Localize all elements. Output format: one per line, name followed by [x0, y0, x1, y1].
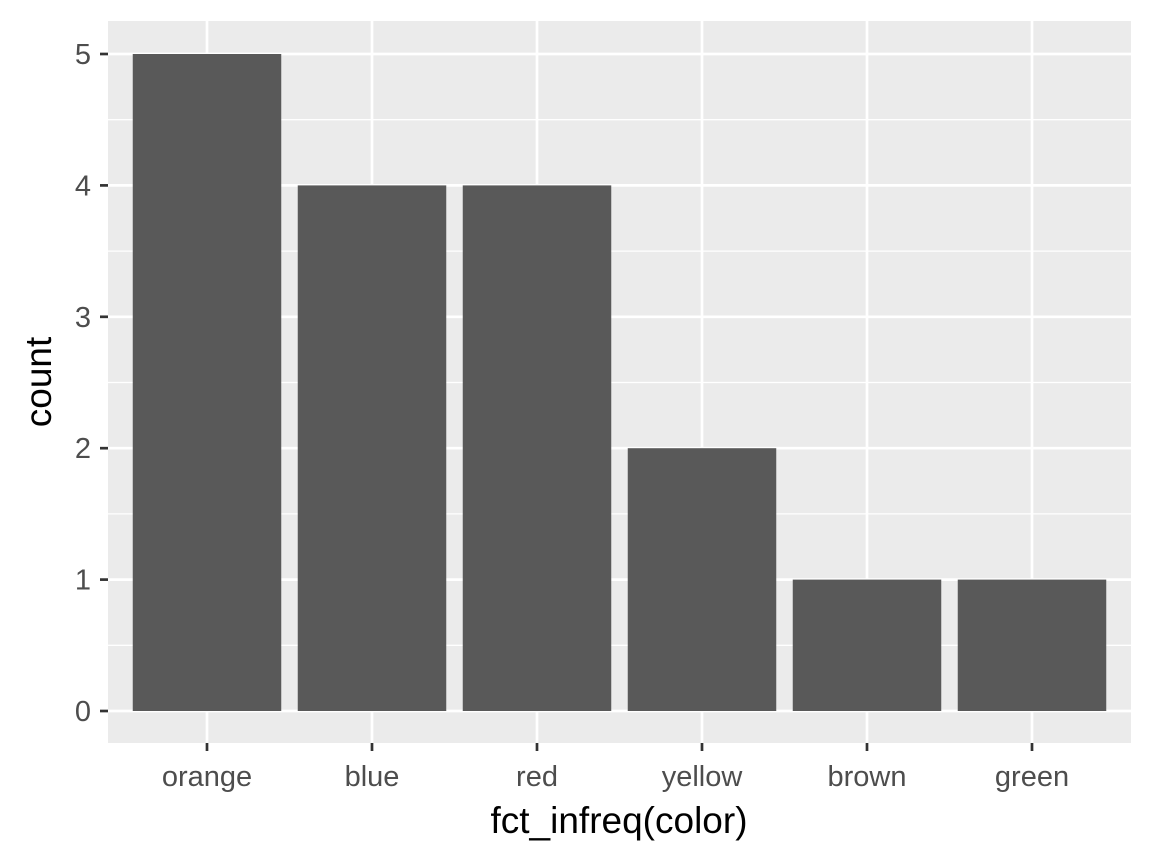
y-tick-label: 4 [75, 170, 91, 202]
bar-red [462, 185, 612, 711]
y-tick-label: 1 [75, 565, 91, 597]
bar-brown [792, 579, 942, 711]
x-tick-label: yellow [662, 761, 744, 793]
x-tick-label: red [516, 761, 558, 793]
x-axis: orange blue red yellow brown green [162, 743, 1069, 793]
bar-orange [132, 54, 282, 711]
y-tick-label: 5 [75, 39, 91, 71]
bars [132, 54, 1107, 711]
y-tick-label: 2 [75, 433, 91, 465]
bar-blue [297, 185, 447, 711]
bar-green [957, 579, 1107, 711]
y-tick-label: 0 [75, 696, 91, 728]
y-axis: 0 1 2 3 4 5 [75, 39, 108, 728]
x-tick-label: green [995, 761, 1069, 793]
x-axis-title: fct_infreq(color) [490, 800, 747, 841]
x-tick-label: orange [162, 761, 252, 793]
y-tick-label: 3 [75, 302, 91, 334]
bar-yellow [627, 448, 777, 711]
x-tick-label: blue [345, 761, 400, 793]
x-tick-label: brown [828, 761, 907, 793]
y-axis-title: count [18, 336, 59, 427]
